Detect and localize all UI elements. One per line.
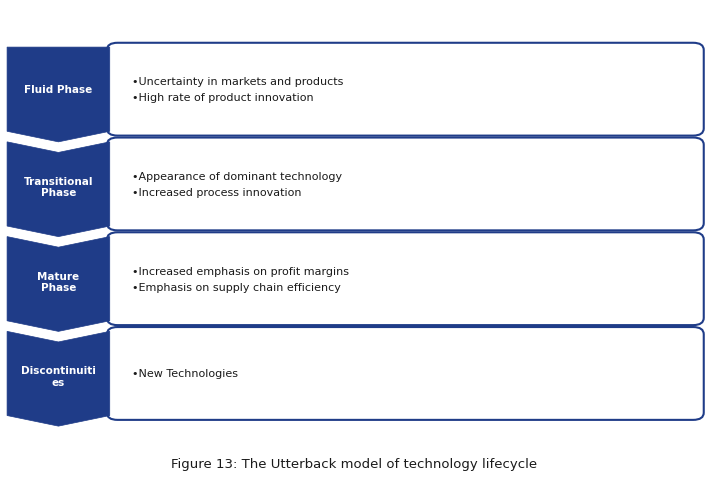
Polygon shape — [7, 237, 110, 332]
Text: •Uncertainty in markets and products
•High rate of product innovation: •Uncertainty in markets and products •Hi… — [132, 77, 343, 103]
FancyBboxPatch shape — [107, 138, 704, 231]
Text: Mature
Phase: Mature Phase — [38, 271, 79, 292]
FancyBboxPatch shape — [107, 327, 704, 420]
Polygon shape — [7, 48, 110, 143]
Polygon shape — [7, 332, 110, 426]
Text: Discontinuiti
es: Discontinuiti es — [21, 366, 96, 387]
Text: Transitional
Phase: Transitional Phase — [23, 177, 93, 198]
Text: •Appearance of dominant technology
•Increased process innovation: •Appearance of dominant technology •Incr… — [132, 172, 342, 197]
Text: •Increased emphasis on profit margins
•Emphasis on supply chain efficiency: •Increased emphasis on profit margins •E… — [132, 266, 348, 292]
Text: •New Technologies: •New Technologies — [132, 369, 238, 379]
Text: Fluid Phase: Fluid Phase — [24, 85, 93, 95]
FancyBboxPatch shape — [107, 233, 704, 325]
Polygon shape — [7, 143, 110, 237]
Text: Figure 13: The Utterback model of technology lifecycle: Figure 13: The Utterback model of techno… — [171, 457, 537, 470]
FancyBboxPatch shape — [107, 44, 704, 136]
